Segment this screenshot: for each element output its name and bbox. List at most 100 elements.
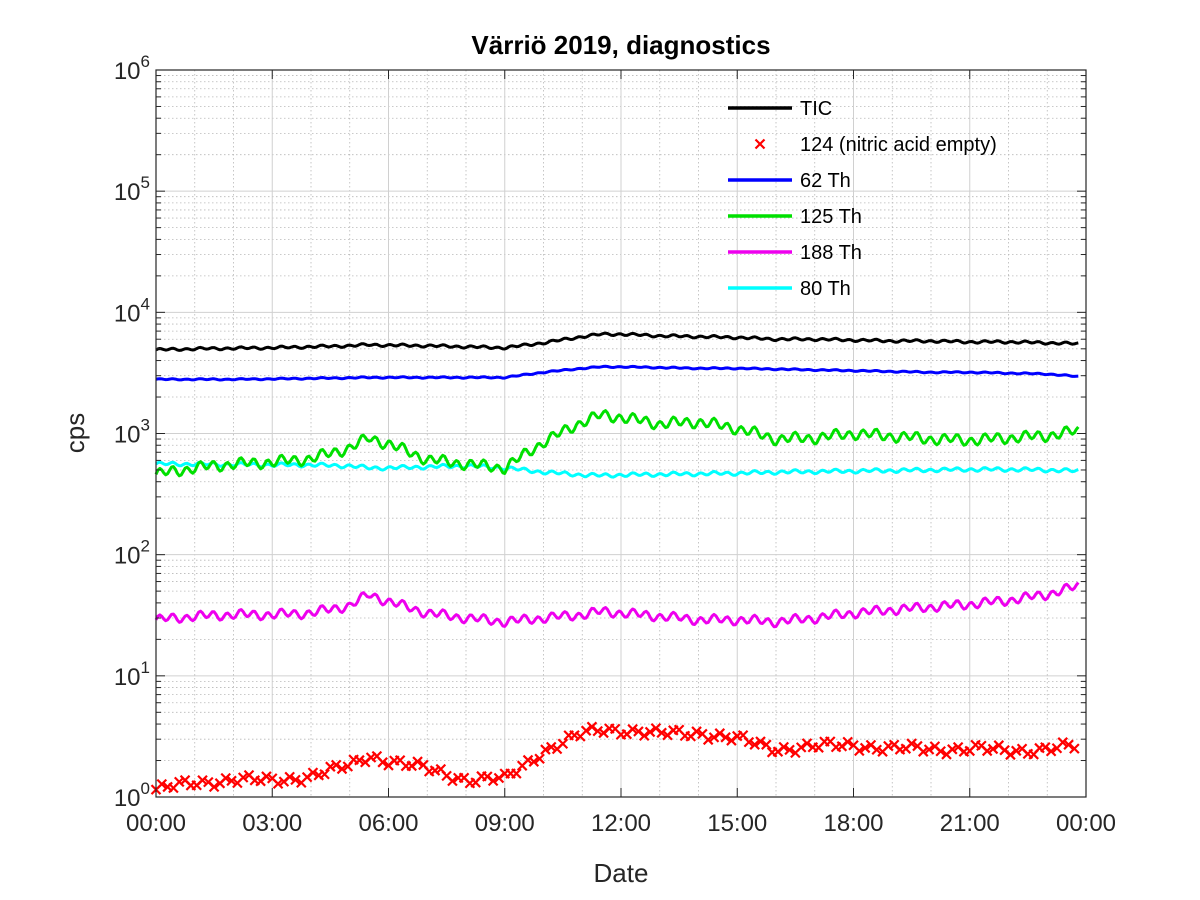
data-point-x-marker: [627, 723, 638, 735]
legend-label: 62 Th: [800, 170, 851, 192]
data-point-x-marker: [947, 744, 958, 755]
data-point-x-marker: [923, 744, 935, 755]
data-point-x-marker: [859, 742, 871, 754]
x-tick-label: 00:00: [1056, 810, 1116, 837]
series-line-188-th: [154, 581, 1080, 629]
data-point-x-marker: [208, 781, 220, 793]
x-tick-label: 03:00: [242, 810, 302, 837]
data-point-x-marker: [290, 774, 301, 786]
legend-label: 125 Th: [800, 206, 862, 228]
series-layer: [150, 331, 1080, 795]
y-tick-label: 106: [114, 52, 150, 85]
legend-label: 124 (nitric acid empty): [800, 134, 997, 156]
data-point-x-marker: [237, 772, 249, 783]
data-point-x-marker: [702, 734, 714, 746]
series-line-tic: [155, 331, 1079, 352]
data-point-x-marker: [534, 753, 545, 765]
data-point-x-marker: [261, 771, 272, 782]
data-point-x-marker: [795, 742, 807, 753]
x-tick-labels: 00:00 03:00 06:00 09:00 12:00 15:00 18:00 21:00…: [126, 810, 1116, 837]
data-point-x-marker: [708, 732, 720, 743]
x-tick-label: 21:00: [940, 810, 1000, 837]
legend: TIC 124 (nitric acid empty) 62 Th 125 Th 188…: [728, 98, 997, 300]
legend-item: 125 Th: [728, 206, 862, 228]
data-point-x-marker: [871, 744, 883, 756]
data-point-x-marker: [284, 771, 295, 783]
data-point-x-marker: [307, 767, 319, 778]
data-point-x-marker: [1045, 745, 1057, 757]
data-point-x-marker: [487, 775, 499, 787]
data-point-x-marker: [778, 741, 790, 753]
series-line-80-th: [155, 460, 1079, 479]
y-tick-label: 102: [114, 537, 150, 570]
x-tick-label: 18:00: [823, 810, 883, 837]
data-point-x-marker: [336, 763, 348, 775]
data-point-x-marker: [412, 756, 423, 767]
legend-item: 80 Th: [728, 278, 851, 300]
data-point-x-marker: [644, 726, 656, 738]
legend-marker: [754, 138, 766, 150]
data-point-x-marker: [580, 725, 592, 736]
data-point-x-marker: [319, 769, 330, 780]
data-point-x-marker: [1069, 743, 1080, 754]
data-point-x-marker: [743, 736, 755, 748]
data-point-x-marker: [1063, 739, 1074, 750]
legend-item: 124 (nitric acid empty): [754, 134, 997, 156]
data-point-x-marker: [220, 772, 232, 784]
major-grid: [156, 70, 1086, 797]
series-line-125-th: [154, 409, 1080, 478]
data-point-x-marker: [447, 775, 458, 787]
data-point-x-marker: [1057, 737, 1069, 748]
series-124-markers: [150, 721, 1080, 795]
data-point-x-marker: [784, 744, 795, 756]
axis-ticks: [155, 69, 1087, 798]
data-point-x-marker: [801, 738, 813, 749]
data-point-x-marker: [935, 746, 946, 757]
data-point-x-marker: [906, 738, 917, 749]
data-point-x-marker: [377, 757, 388, 768]
legend-label: 188 Th: [800, 242, 862, 264]
data-point-x-marker: [691, 726, 702, 737]
x-tick-label: 15:00: [707, 810, 767, 837]
data-point-x-marker: [226, 775, 237, 787]
data-point-x-marker: [325, 761, 336, 772]
data-point-x-marker: [272, 778, 284, 790]
y-tick-labels: 100 101 102 103 104 105 106: [114, 52, 150, 812]
data-point-x-marker: [987, 743, 999, 755]
data-point-x-marker: [354, 754, 365, 766]
data-point-x-marker: [714, 728, 726, 739]
data-point-x-marker: [720, 732, 731, 743]
y-tick-label: 103: [114, 416, 150, 449]
data-point-x-marker: [638, 730, 650, 741]
data-point-x-marker: [197, 774, 208, 786]
y-tick-label: 105: [114, 173, 150, 206]
data-point-x-marker: [1005, 749, 1016, 761]
legend-item: 188 Th: [728, 242, 862, 264]
data-point-x-marker: [592, 725, 604, 737]
data-point-x-marker: [755, 736, 766, 747]
data-point-x-marker: [981, 745, 993, 757]
legend-item: TIC: [728, 98, 832, 120]
y-axis-label: cps: [60, 413, 90, 453]
data-point-x-marker: [330, 759, 342, 771]
data-point-x-marker: [1010, 745, 1022, 757]
legend-item: 62 Th: [728, 170, 851, 192]
x-tick-label: 06:00: [358, 810, 418, 837]
data-point-x-marker: [557, 738, 569, 749]
legend-label: TIC: [800, 98, 832, 120]
y-tick-label: 100: [114, 779, 150, 812]
chart-title: Värriö 2019, diagnostics: [471, 30, 770, 60]
legend-label: 80 Th: [800, 278, 851, 300]
data-point-x-marker: [528, 756, 540, 767]
y-tick-label: 104: [114, 294, 150, 327]
x-axis-label: Date: [594, 858, 649, 888]
data-point-x-marker: [761, 739, 772, 750]
series-line-62-th: [155, 364, 1079, 382]
data-point-x-marker: [842, 736, 853, 748]
data-point-x-marker: [749, 739, 760, 750]
x-tick-label: 00:00: [126, 810, 186, 837]
data-point-x-marker: [1040, 741, 1051, 753]
data-point-x-marker: [540, 744, 551, 755]
